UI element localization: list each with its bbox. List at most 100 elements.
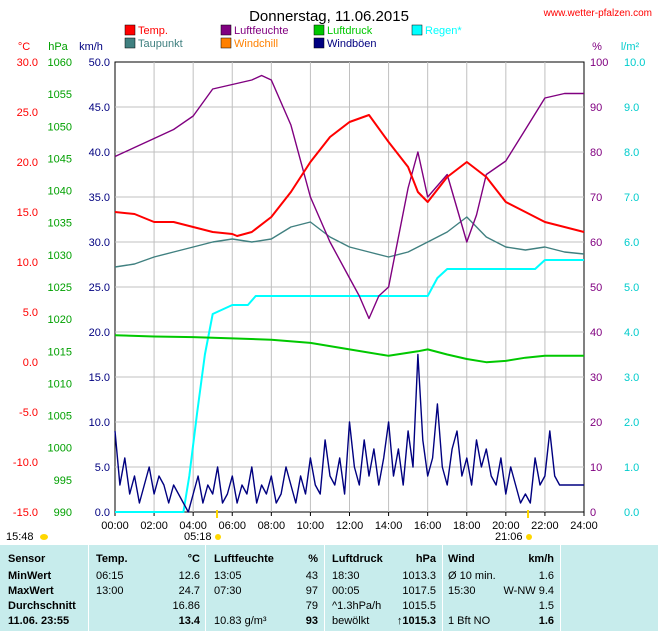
pressure-time: 18:30 xyxy=(332,570,360,582)
rain-tick-label: 1.0 xyxy=(624,462,639,474)
temp-tick-label: -15.0 xyxy=(13,507,38,519)
x-tick-label: 10:00 xyxy=(297,520,325,532)
stats-table: Sensor Temp. °C Luftfeuchte % Luftdruck … xyxy=(0,545,658,631)
pressure-time: bewölkt xyxy=(332,615,370,627)
rain-tick-label: 6.0 xyxy=(624,237,639,249)
temp-header: Temp. xyxy=(96,553,128,565)
stat-row-label: MinWert xyxy=(8,570,52,582)
stats-separator xyxy=(205,545,206,631)
rain-tick-label: 7.0 xyxy=(624,192,639,204)
humidity-value: 93 xyxy=(305,615,318,627)
legend-swatch xyxy=(411,24,423,36)
pressure-tick-label: 1010 xyxy=(48,378,72,390)
temp-time: 13:00 xyxy=(96,585,124,597)
humidity-value: 97 xyxy=(305,585,318,597)
legend-label: Windböen xyxy=(327,38,377,50)
series-luftdruck xyxy=(114,334,584,364)
wind-tick-label: 25.0 xyxy=(89,282,110,294)
humidity-value: 79 xyxy=(305,600,318,612)
stat-row-label: Durchschnitt xyxy=(8,600,76,612)
temp-tick-label: 25.0 xyxy=(17,107,38,119)
stats-separator xyxy=(88,545,89,631)
temp-tick-label: 5.0 xyxy=(23,307,38,319)
stat-row-label: 11.06. 23:55 xyxy=(8,615,70,627)
y-axes: 30.0 25.0 20.0 15.0 10.0 5.0 0.0 -5.0 -10.0 -15.0… xyxy=(13,57,646,519)
pressure-tick-label: 1015 xyxy=(48,346,72,358)
x-tick-label: 08:00 xyxy=(258,520,286,532)
temp-value: 13.4 xyxy=(178,615,200,627)
pressure-tick-label: 1045 xyxy=(48,153,72,165)
stats-separator xyxy=(560,545,561,631)
x-tick-label: 02:00 xyxy=(140,520,168,532)
pressure-axis-unit: hPa xyxy=(48,41,68,53)
stats-separator xyxy=(442,545,443,631)
wind-unit-header: km/h xyxy=(528,553,554,565)
humidity-time: 07:30 xyxy=(214,585,242,597)
rain-tick-label: 8.0 xyxy=(624,147,639,159)
series-temp xyxy=(114,114,585,237)
pressure-tick-label: 1035 xyxy=(48,218,72,230)
stat-row-label: MaxWert xyxy=(8,585,54,597)
wind-value: 1.5 xyxy=(538,600,554,612)
legend-label: Taupunkt xyxy=(138,38,183,50)
temp-value: 12.6 xyxy=(178,570,200,582)
humidity-time: 10.83 g/m³ xyxy=(214,615,267,627)
sunset-time: 21:06 xyxy=(495,531,523,543)
sunrise-time: 05:18 xyxy=(184,531,212,543)
pressure-tick-label: 1005 xyxy=(48,411,72,423)
pressure-tick-label: 1040 xyxy=(48,186,72,198)
legend-swatch xyxy=(124,24,136,36)
wind-header: Wind xyxy=(448,553,475,565)
wind-value: 1.6 xyxy=(538,615,554,627)
sunrise-icon xyxy=(215,534,221,540)
wind-tick-label: 40.0 xyxy=(89,147,110,159)
humidity-tick-label: 0 xyxy=(590,507,596,519)
temp-tick-label: 30.0 xyxy=(17,57,38,69)
humidity-time: 13:05 xyxy=(214,570,242,582)
temp-value: 24.7 xyxy=(178,585,200,597)
pressure-value: 1013.3 xyxy=(402,570,436,582)
rain-axis-unit: l/m² xyxy=(621,41,640,53)
legend-swatch xyxy=(313,37,325,49)
sun-icon xyxy=(40,534,48,540)
wind-label: 1 Bft NO xyxy=(448,615,491,627)
pressure-tick-label: 1020 xyxy=(48,314,72,326)
x-tick-label: 16:00 xyxy=(414,520,442,532)
temp-tick-label: 0.0 xyxy=(23,357,38,369)
humidity-tick-label: 30 xyxy=(590,372,602,384)
humidity-tick-label: 10 xyxy=(590,462,602,474)
x-tick-label: 24:00 xyxy=(570,520,598,532)
rain-tick-label: 9.0 xyxy=(624,102,639,114)
humidity-value: 43 xyxy=(305,570,318,582)
humidity-tick-label: 90 xyxy=(590,102,602,114)
temp-value: 16.86 xyxy=(172,600,200,612)
pressure-header: Luftdruck xyxy=(332,553,383,565)
sun-left-time: 15:48 xyxy=(6,531,34,543)
x-tick-label: 12:00 xyxy=(336,520,364,532)
chart-title: Donnerstag, 11.06.2015 xyxy=(249,8,409,25)
x-tick-label: 18:00 xyxy=(453,520,481,532)
pressure-tick-label: 990 xyxy=(54,507,72,519)
wind-tick-label: 35.0 xyxy=(89,192,110,204)
rain-tick-label: 3.0 xyxy=(624,372,639,384)
sensor-header: Sensor xyxy=(8,553,46,565)
sunset-marker xyxy=(527,510,529,518)
wind-tick-label: 30.0 xyxy=(89,237,110,249)
legend-label: Temp. xyxy=(138,25,168,37)
legend: Temp. Luftfeuchte Luftdruck Regen* Taupunkt W… xyxy=(124,24,462,50)
temp-axis-unit: °C xyxy=(18,41,30,53)
wind-label: Ø 10 min. xyxy=(448,570,496,582)
wind-label: 15:30 xyxy=(448,585,476,597)
temp-tick-label: 15.0 xyxy=(17,207,38,219)
site-link[interactable]: www.wetter-pfalzen.com xyxy=(543,8,652,19)
pressure-tick-label: 1050 xyxy=(48,121,72,133)
wind-tick-label: 45.0 xyxy=(89,102,110,114)
pressure-tick-label: 1000 xyxy=(48,443,72,455)
x-tick-label: 04:00 xyxy=(179,520,207,532)
rain-tick-label: 4.0 xyxy=(624,327,639,339)
legend-swatch xyxy=(313,24,325,36)
wind-tick-label: 0.0 xyxy=(95,507,110,519)
humidity-tick-label: 40 xyxy=(590,327,602,339)
pressure-tick-label: 995 xyxy=(54,475,72,487)
weather-chart: Donnerstag, 11.06.2015 www.wetter-pfalze… xyxy=(6,8,652,543)
